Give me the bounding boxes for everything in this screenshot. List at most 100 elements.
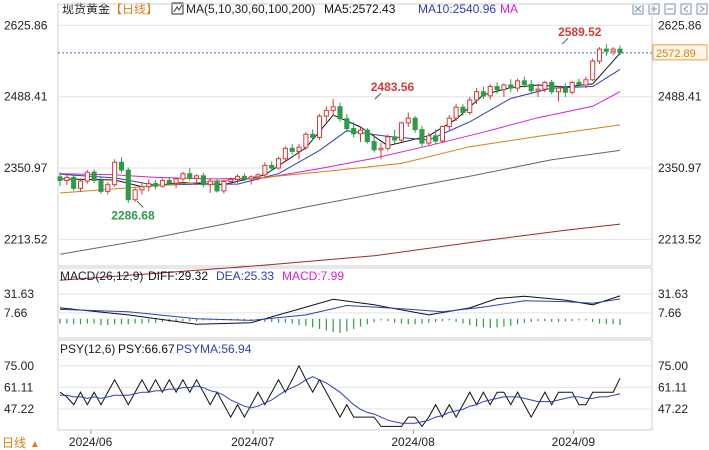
price-y-tick-left: 2350.97 <box>4 161 48 175</box>
candle-body <box>207 180 213 186</box>
panel-frames <box>57 3 653 431</box>
candle-body <box>159 179 165 187</box>
candle <box>84 170 90 184</box>
psy-y-tick-right: 47.22 <box>658 402 688 416</box>
macd-panel: 31.63 31.63 7.66 7.66 <box>4 287 688 333</box>
price-legend: 现货黄金 【日线】 MA(5,10,30,60,100,200) MA5:257… <box>62 1 518 16</box>
candle-body <box>385 136 391 149</box>
annotation-pointer <box>374 92 382 100</box>
candle-body <box>139 186 145 191</box>
ma-settings-icon[interactable] <box>171 2 184 15</box>
candle <box>528 79 534 93</box>
candle <box>207 177 213 193</box>
candle <box>439 125 445 144</box>
candle-body <box>105 184 111 192</box>
candle <box>494 82 500 94</box>
candle-body <box>125 169 131 201</box>
candle-body <box>248 176 254 180</box>
candle-body <box>419 129 425 144</box>
candle-body <box>228 178 234 183</box>
candle-body <box>617 48 623 54</box>
ma5-value: MA5:2572.43 <box>324 2 396 16</box>
macd-y-tick-right: 31.63 <box>658 287 688 301</box>
price-y-tick-right: 2213.52 <box>658 232 702 246</box>
candle <box>282 146 288 163</box>
candle-body <box>549 81 555 93</box>
candle <box>610 47 616 56</box>
macd-macd-value: MACD:7.99 <box>282 269 344 283</box>
candle <box>330 98 336 116</box>
candle-body <box>494 86 500 91</box>
ma-line-ma200 <box>59 223 621 281</box>
zoom-out-icon[interactable] <box>664 3 676 15</box>
candle-body <box>330 106 336 111</box>
scroll-left-icon[interactable] <box>680 3 692 15</box>
annotation-pointer <box>561 37 569 45</box>
candle-body <box>187 173 193 179</box>
candle <box>521 76 527 88</box>
ma-line-ma30 <box>59 91 621 180</box>
price-y-tick-right: 2488.41 <box>658 90 702 104</box>
candle <box>98 177 104 194</box>
candle-body <box>378 147 384 151</box>
psy-y-tick-left: 75.00 <box>4 359 34 373</box>
period-button[interactable]: 日线 ▲ <box>0 432 46 450</box>
candle-body <box>71 176 77 189</box>
candle <box>378 143 384 160</box>
psy-title: PSY(12,6) <box>60 342 115 356</box>
macd-y-tick-right: 7.66 <box>658 306 682 320</box>
candle <box>166 176 172 186</box>
scroll-right-icon[interactable] <box>696 3 708 15</box>
candle <box>132 187 138 202</box>
psy-y-tick-right: 75.00 <box>658 359 688 373</box>
candle <box>501 83 507 97</box>
candle <box>596 47 603 65</box>
macd-y-tick-left: 31.63 <box>4 287 34 301</box>
annotation-pointer <box>136 201 144 208</box>
candle <box>508 79 514 93</box>
candle-body <box>200 175 206 186</box>
candle <box>569 80 575 95</box>
candle <box>446 115 452 131</box>
annotation-label: 2483.56 <box>371 80 415 94</box>
candle <box>64 173 70 186</box>
candle <box>303 132 309 150</box>
candle <box>364 128 370 144</box>
candle <box>112 159 118 187</box>
candle-body <box>426 135 432 144</box>
macd-diff-line <box>59 295 621 325</box>
candle <box>248 175 254 185</box>
period-arrow-icon: ▲ <box>30 439 40 450</box>
candle-body <box>221 181 227 192</box>
price-y-tick-left: 2488.41 <box>4 90 48 104</box>
candle <box>371 134 377 153</box>
candle <box>337 102 343 122</box>
candle <box>323 106 329 122</box>
price-y-tick-left: 2625.86 <box>4 18 48 32</box>
candle-body <box>262 164 268 176</box>
candle-body <box>112 161 118 186</box>
candle-body <box>405 117 411 124</box>
period-button-label: 日线 <box>2 436 26 450</box>
candle-body <box>275 158 282 169</box>
candle-body <box>480 91 486 97</box>
candle <box>357 127 364 143</box>
candle <box>221 180 227 194</box>
candle <box>453 103 459 122</box>
candle-body <box>351 128 357 135</box>
candle-body <box>398 122 405 141</box>
candle-body <box>515 80 521 89</box>
candle <box>159 178 165 188</box>
candle <box>460 104 466 116</box>
psy-panel: 75.00 75.00 61.11 61.11 47.22 47.22 <box>4 359 688 428</box>
candle <box>583 76 589 89</box>
candle-body <box>241 175 247 180</box>
candle <box>255 173 261 181</box>
annotation-label: 2589.52 <box>558 25 602 39</box>
candle <box>91 169 97 184</box>
candle <box>412 116 418 133</box>
x-axis: 2024/06 2024/07 2024/08 2024/09 <box>69 430 595 449</box>
candle <box>617 45 623 55</box>
candle-body <box>57 176 63 181</box>
candle-body <box>555 87 562 93</box>
